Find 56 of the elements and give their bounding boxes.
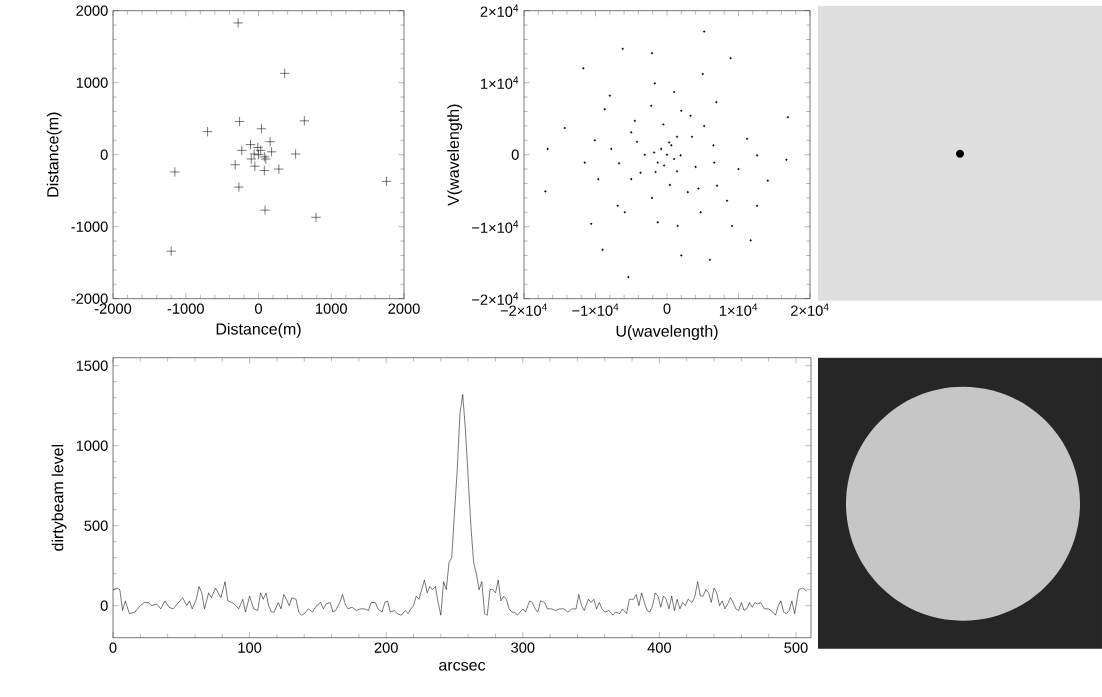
x-tick-label: 300 <box>511 642 535 653</box>
y-axis-title: Distance(m) <box>46 112 62 197</box>
x-tick-label: 2000 <box>388 303 420 314</box>
x-tick-label: -1000 <box>167 303 204 314</box>
x-tick-label: 2×10$^{4}$ <box>791 303 829 317</box>
x-tick-label: 0 <box>254 303 262 314</box>
y-tick-label: 0 <box>511 149 519 161</box>
point <box>256 123 267 134</box>
y-tick-label: 2000 <box>76 5 108 17</box>
x-tick-label: 400 <box>647 642 672 653</box>
x-tick-label: 0 <box>663 303 671 314</box>
point <box>234 116 245 127</box>
point <box>259 165 270 176</box>
point <box>246 154 257 165</box>
point <box>233 18 244 29</box>
y-tick-label: 1×10$^{4}$ <box>480 76 519 90</box>
point <box>166 246 177 257</box>
point <box>381 176 392 187</box>
x-tick-label: −1×10$^{4}$ <box>572 303 619 317</box>
point <box>169 167 180 178</box>
y-tick-label: 0 <box>100 149 108 161</box>
x-axis-title: U(wavelength) <box>616 325 718 341</box>
point <box>249 149 260 160</box>
x-axis-title: Distance(m) <box>216 323 301 338</box>
point <box>290 149 301 160</box>
y-tick-label: 1000 <box>76 77 108 89</box>
point <box>249 161 260 172</box>
y-tick-label: 0 <box>100 600 108 612</box>
x-tick-label: 200 <box>374 642 398 653</box>
y-tick-label: -1000 <box>71 221 108 233</box>
x-tick-label: 1000 <box>316 303 347 314</box>
x-tick-label: 1×10$^{4}$ <box>719 303 758 317</box>
y-axis-title: V(wavelength) <box>447 104 463 206</box>
point <box>299 116 310 126</box>
point <box>266 147 277 157</box>
x-tick-label: 0 <box>109 642 117 653</box>
y-tick-label: 2×10$^{4}$ <box>480 4 519 18</box>
point <box>245 139 256 150</box>
point <box>279 68 290 79</box>
y-tick-label: -2000 <box>71 293 108 305</box>
point <box>233 182 244 193</box>
y-tick-label: −1×10$^{4}$ <box>472 220 519 234</box>
point <box>260 205 270 216</box>
point <box>236 145 247 156</box>
point <box>273 164 284 175</box>
x-tick-label: 100 <box>238 642 262 653</box>
y-tick-label: 1500 <box>76 360 108 372</box>
point <box>265 136 276 147</box>
point <box>230 159 241 170</box>
point <box>311 212 321 223</box>
x-tick-label: 500 <box>784 642 808 653</box>
y-axis-title: dirtybeam level <box>51 445 67 551</box>
y-tick-label: 1000 <box>76 440 108 452</box>
x-axis-title: arcsec <box>439 662 486 671</box>
y-tick-label: 500 <box>84 520 108 532</box>
point <box>202 126 213 137</box>
